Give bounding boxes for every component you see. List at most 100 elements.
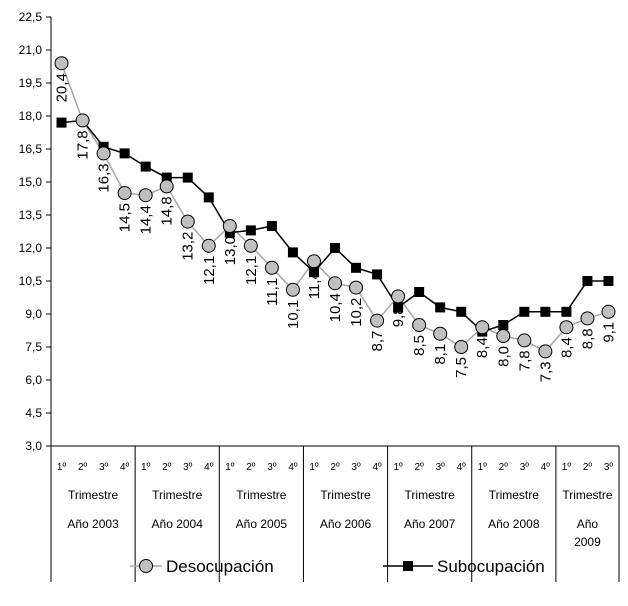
subocupacion-point — [603, 276, 614, 286]
subocupacion-point — [266, 221, 277, 231]
desocupacion-point — [412, 318, 427, 332]
data-label: 8,8 — [579, 328, 596, 349]
group-period-label: Trimestre — [562, 488, 613, 502]
y-tick-label: 12,0 — [19, 241, 43, 255]
legend: Desocupación Subocupación — [130, 557, 545, 576]
data-label: 10,2 — [348, 298, 365, 327]
desocupacion-point — [180, 214, 195, 229]
quarter-label: 3º — [520, 462, 530, 473]
data-label: 8,5 — [411, 335, 428, 356]
desocupacion-point — [243, 238, 258, 253]
quarter-label: 1º — [394, 462, 404, 473]
subocupacion-point — [351, 262, 362, 273]
data-label: 14,8 — [159, 196, 176, 225]
group-period-label: Trimestre — [68, 488, 119, 502]
subocupacion-point — [456, 306, 467, 317]
data-label: 8,4 — [474, 337, 491, 358]
data-label: 11,1 — [264, 278, 281, 306]
data-label: 20,4 — [54, 73, 71, 102]
quarter-label: 3º — [99, 462, 109, 473]
subocupacion-point — [119, 148, 130, 159]
group-year-label: Año 2008 — [488, 517, 540, 531]
data-labels: 20,417,816,314,5 14,4 14,813,212,113,012,1… — [54, 73, 618, 382]
desocupacion-point — [222, 219, 237, 233]
y-tick-label: 7,5 — [25, 340, 42, 354]
subocupacion-point — [561, 306, 572, 317]
y-tick-label: 18,0 — [19, 109, 43, 123]
y-tick-label: 13,5 — [19, 208, 43, 222]
desocupacion-point — [538, 344, 553, 359]
quarter-label: 1º — [562, 462, 572, 473]
desocupacion-point — [328, 276, 342, 291]
desocupacion-point — [496, 329, 511, 343]
quarter-label: 2º — [246, 462, 256, 473]
subocupacion-point — [245, 225, 256, 236]
subocupacion-point — [203, 192, 214, 203]
desocupacion-point — [306, 254, 321, 269]
quarter-label: 4º — [204, 462, 214, 473]
subocupacion-point — [393, 302, 404, 313]
legend-marker-desocupacion — [139, 559, 153, 573]
subocupacion-point — [519, 306, 530, 317]
quarter-label: 3º — [267, 462, 277, 473]
quarter-label: 1º — [309, 462, 319, 473]
y-tick-label: 4,5 — [25, 406, 42, 420]
group-period-label: Trimestre — [236, 488, 287, 502]
desocupacion-point — [370, 313, 385, 328]
quarter-label: 3º — [183, 462, 193, 473]
group-year-label: Año 2007 — [404, 517, 456, 531]
desocupacion-point — [285, 282, 300, 297]
data-label: 8,1 — [432, 344, 449, 365]
group-year-label: Año — [577, 517, 599, 531]
data-label: 7,8 — [516, 350, 533, 371]
quarter-label: 1º — [141, 462, 151, 473]
desocupacion-point — [580, 311, 595, 326]
desocupacion-point — [54, 56, 69, 71]
subocupacion-point — [308, 267, 319, 278]
group-year-label: Año 2005 — [236, 517, 288, 531]
desocupacion-point — [96, 146, 111, 161]
x-axis-categories: 1º 2º 3º 4º 1º 2º 3º 4º 1º 2º 3º 4º 1º 2º 3º 4º 1º 2º 3º 4º… — [57, 446, 620, 582]
group-year-label: Año 2004 — [152, 517, 204, 531]
quarter-label: 4º — [541, 462, 551, 473]
subocupacion-point — [56, 117, 67, 128]
group-year-label: 2009 — [574, 535, 601, 549]
desocupacion-point — [159, 179, 174, 194]
data-label: 7,5 — [453, 357, 470, 378]
data-label: 8,7 — [369, 331, 386, 352]
legend-label-desocupacion: Desocupación — [166, 557, 274, 576]
y-tick-label: 3,0 — [25, 439, 42, 453]
data-label: 8,4 — [558, 337, 575, 358]
group-year-label: Año 2006 — [320, 517, 372, 531]
quarter-label: 1º — [478, 462, 488, 473]
subocupacion-point — [435, 302, 446, 313]
subocupacion-point — [582, 276, 593, 286]
quarter-label: 3º — [436, 462, 446, 473]
desocupacion-point — [517, 333, 532, 348]
desocupacion-point — [349, 280, 364, 295]
y-tick-label: 22,5 — [19, 10, 43, 24]
desocupacion-point — [117, 186, 132, 200]
desocupacion-point — [391, 289, 406, 304]
quarter-label: 2º — [415, 462, 425, 473]
subocupacion-point — [372, 269, 383, 280]
desocupacion-point — [75, 113, 90, 128]
desocupacion-point — [454, 340, 469, 354]
quarter-label: 3º — [604, 462, 614, 473]
quarter-label: 1º — [57, 462, 67, 473]
subocupacion-point — [182, 172, 193, 183]
quarter-label: 4º — [288, 462, 298, 473]
desocupacion-point — [475, 320, 490, 335]
subocupacion-point — [140, 161, 151, 172]
subocupacion-point — [414, 287, 425, 297]
y-tick-label: 15,0 — [19, 175, 43, 189]
quarter-label: 2º — [583, 462, 593, 473]
group-period-label: Trimestre — [489, 488, 540, 502]
subocupacion-point — [330, 243, 340, 253]
quarter-label: 4º — [372, 462, 382, 473]
data-label: 7,3 — [537, 361, 554, 382]
y-tick-label: 19,5 — [19, 76, 43, 90]
subocupacion-point — [498, 320, 509, 330]
group-year-label: Año 2003 — [67, 517, 119, 531]
